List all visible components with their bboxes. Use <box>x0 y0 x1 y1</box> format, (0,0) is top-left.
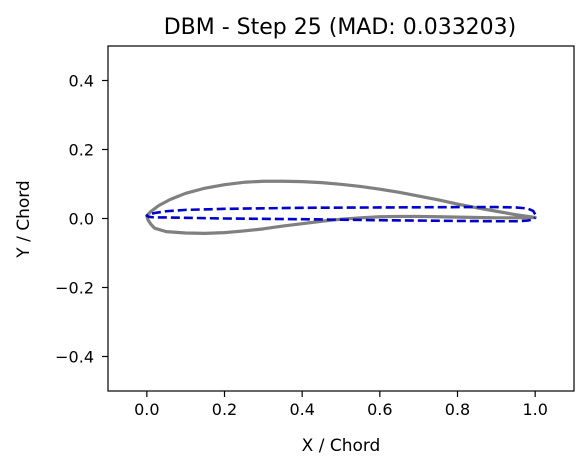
plot-frame <box>107 45 575 392</box>
y-tick-label: −0.4 <box>55 348 94 367</box>
x-tick-label: 1.0 <box>522 400 547 419</box>
solid-airfoil-series-line <box>145 179 537 235</box>
x-tick-label: 0.6 <box>367 400 392 419</box>
x-tick-label: 0.0 <box>134 400 159 419</box>
y-tick-label: −0.2 <box>55 279 94 298</box>
y-axis-label: Y / Chord <box>14 180 34 258</box>
x-tick-label: 0.2 <box>212 400 237 419</box>
y-tick-label: 0.4 <box>69 72 94 91</box>
y-tick-label: 0.0 <box>69 210 94 229</box>
x-tick-label: 0.4 <box>289 400 314 419</box>
chart-title: DBM - Step 25 (MAD: 0.033203) <box>164 15 517 40</box>
x-tick-label: 0.8 <box>445 400 470 419</box>
dashed-airfoil-series-line <box>145 205 537 223</box>
x-axis-label: X / Chord <box>302 436 381 456</box>
series-layer <box>145 179 537 235</box>
ticks-layer: 0.0 0.2 0.4 0.6 0.8 1.0 −0.4 −0.2 0.0 0.2 0.4 <box>55 72 548 420</box>
y-tick-label: 0.2 <box>69 141 94 160</box>
